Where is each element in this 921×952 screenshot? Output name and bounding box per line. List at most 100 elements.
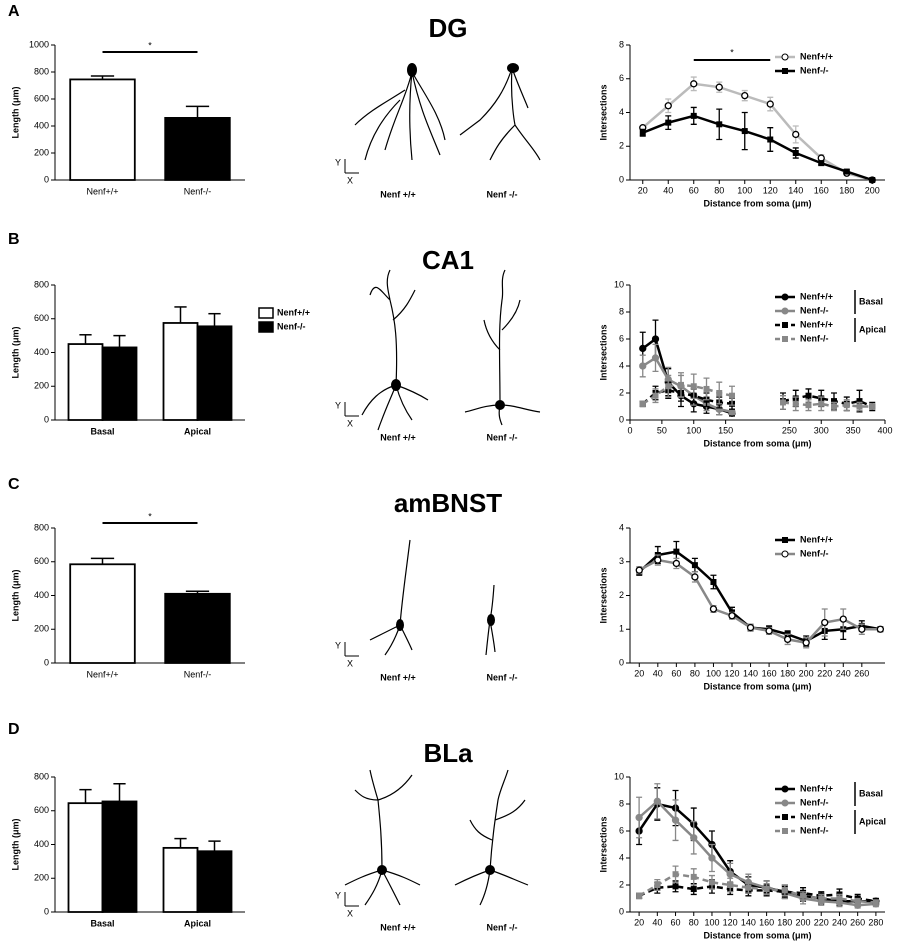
- x-tick-label: 260: [854, 668, 869, 678]
- marker: [858, 625, 866, 633]
- marker: [652, 392, 659, 399]
- marker: [635, 566, 643, 574]
- x-tick-label: 140: [741, 917, 756, 927]
- marker: [691, 573, 699, 581]
- x-tick-label: 300: [814, 425, 829, 435]
- panel-title: CA1: [422, 245, 474, 275]
- x-tick-label: 350: [846, 425, 861, 435]
- marker: [671, 816, 680, 824]
- panel-letter: B: [8, 231, 20, 248]
- marker: [818, 400, 825, 407]
- y-tick-label: 10: [614, 771, 624, 781]
- marker: [763, 886, 770, 893]
- y-tick-label: 4: [619, 522, 624, 532]
- compass-x: X: [347, 908, 353, 918]
- marker: [708, 854, 716, 862]
- legend-marker: [782, 814, 788, 820]
- bar: [162, 322, 199, 421]
- neuron-label: Nenf -/-: [487, 189, 518, 199]
- legend-label: Nenf+/+: [800, 291, 833, 301]
- x-tick-label: 20: [638, 185, 648, 195]
- marker: [876, 625, 885, 633]
- y-tick-label: 400: [34, 120, 49, 130]
- y-tick-label: 1000: [29, 39, 49, 49]
- marker: [716, 390, 723, 396]
- marker: [766, 100, 774, 108]
- x-axis-label: Distance from soma (μm): [703, 198, 811, 208]
- marker: [673, 548, 680, 555]
- neuron-label: Nenf +/+: [380, 189, 416, 199]
- marker: [654, 882, 661, 888]
- marker: [856, 398, 863, 405]
- x-tick-label: 220: [817, 668, 832, 678]
- marker: [708, 879, 715, 886]
- y-tick-label: 600: [34, 805, 49, 815]
- y-axis-label: Intersections: [598, 324, 608, 380]
- bar: [196, 325, 233, 421]
- marker: [635, 813, 643, 822]
- series-line: [638, 872, 876, 904]
- marker: [792, 150, 799, 156]
- y-tick-label: 4: [619, 360, 624, 370]
- legend-label: Nenf-/-: [800, 65, 829, 75]
- marker: [665, 383, 672, 390]
- y-tick-label: 0: [44, 414, 49, 424]
- marker: [805, 402, 812, 409]
- marker: [690, 873, 697, 880]
- x-tick-label: 80: [690, 668, 700, 678]
- legend-label: Nenf+/+: [800, 811, 833, 821]
- x-tick-label: Apical: [184, 918, 211, 928]
- marker: [843, 168, 850, 175]
- bar: [69, 563, 136, 664]
- bar: [196, 850, 233, 913]
- y-tick-label: 6: [619, 825, 624, 835]
- marker: [690, 834, 698, 842]
- x-tick-label: 40: [653, 668, 663, 678]
- significance-label: *: [148, 40, 152, 50]
- legend-label: Nenf-/-: [277, 321, 306, 331]
- x-tick-label: 80: [714, 185, 724, 195]
- marker: [831, 398, 837, 405]
- marker: [665, 119, 672, 126]
- compass-y: Y: [335, 890, 341, 900]
- panel-letter: A: [8, 3, 20, 20]
- panel-letter: C: [8, 476, 20, 493]
- x-tick-label: 20: [634, 668, 644, 678]
- x-tick-label: 120: [724, 668, 739, 678]
- y-tick-label: 200: [34, 381, 49, 391]
- legend-marker: [781, 550, 789, 558]
- x-tick-label: 40: [652, 917, 662, 927]
- legend-marker: [781, 293, 789, 301]
- y-tick-label: 200: [34, 147, 49, 157]
- y-tick-label: 8: [619, 39, 624, 49]
- panel-title: DG: [429, 13, 468, 43]
- significance-label: *: [730, 47, 734, 57]
- marker: [783, 635, 792, 644]
- legend-label: Nenf+/+: [277, 307, 310, 317]
- y-tick-label: 400: [34, 590, 49, 600]
- x-tick-label: 160: [759, 917, 774, 927]
- legend-marker: [781, 53, 789, 61]
- x-axis-label: Distance from soma (μm): [703, 438, 811, 448]
- marker: [869, 403, 876, 410]
- marker: [672, 559, 681, 568]
- y-axis-label: Intersections: [598, 84, 608, 140]
- x-tick-label: Nenf+/+: [86, 669, 118, 679]
- y-tick-label: 200: [34, 873, 49, 883]
- neuron-label: Nenf +/+: [380, 432, 416, 442]
- marker: [802, 639, 810, 647]
- panel-title: BLa: [423, 738, 473, 768]
- x-tick-label: 200: [799, 668, 814, 678]
- x-tick-label: 400: [877, 425, 892, 435]
- marker: [639, 129, 646, 136]
- neuron-label: Nenf -/-: [487, 432, 518, 442]
- x-tick-label: Basal: [90, 918, 114, 928]
- legend-group-label: Basal: [859, 788, 883, 798]
- marker: [843, 402, 850, 409]
- y-tick-label: 400: [34, 347, 49, 357]
- legend-group-label: Apical: [859, 816, 886, 826]
- y-tick-label: 1: [619, 624, 624, 634]
- y-tick-label: 400: [34, 839, 49, 849]
- legend-label: Nenf-/-: [800, 333, 829, 343]
